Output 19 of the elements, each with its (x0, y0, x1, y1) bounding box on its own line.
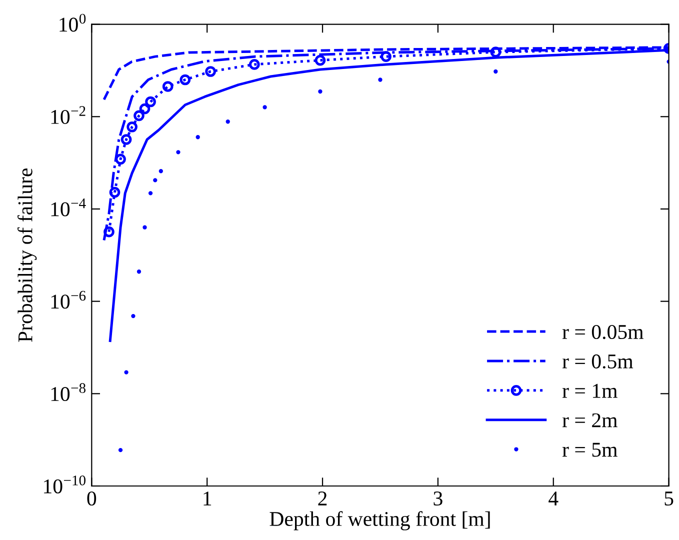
x-tick-label: 0 (87, 491, 96, 506)
y-tick-label: 10$^{−2}$ (51, 106, 86, 124)
y-tick-label: 10$^{−4}$ (51, 198, 86, 216)
x-tick-label: 4 (548, 492, 558, 506)
x-tick-label: 3 (434, 492, 442, 506)
x-tick-label: 2 (318, 492, 327, 506)
x-tick-label: 1 (204, 492, 212, 506)
x-tick-label: 5 (664, 492, 674, 506)
x-axis-title: Depth of wetting front [m] (270, 511, 490, 530)
y-tick-label: 10$^{−6}$ (51, 290, 86, 309)
legend-label: r = 0.05m (562, 324, 644, 340)
y-tick-label: 10$^{−8}$ (51, 383, 86, 402)
legend-label: r = 2m (562, 413, 618, 428)
y-tick-label: 10$^{0}$ (60, 14, 86, 32)
y-tick-label: 10$^{−10}$ (44, 476, 86, 494)
y-axis-title: Probability of failure (18, 168, 37, 342)
legend-label: r = 1m (562, 384, 618, 398)
legend-label: r = 5m (562, 442, 618, 457)
legend-label: r = 0.5m (562, 354, 634, 369)
